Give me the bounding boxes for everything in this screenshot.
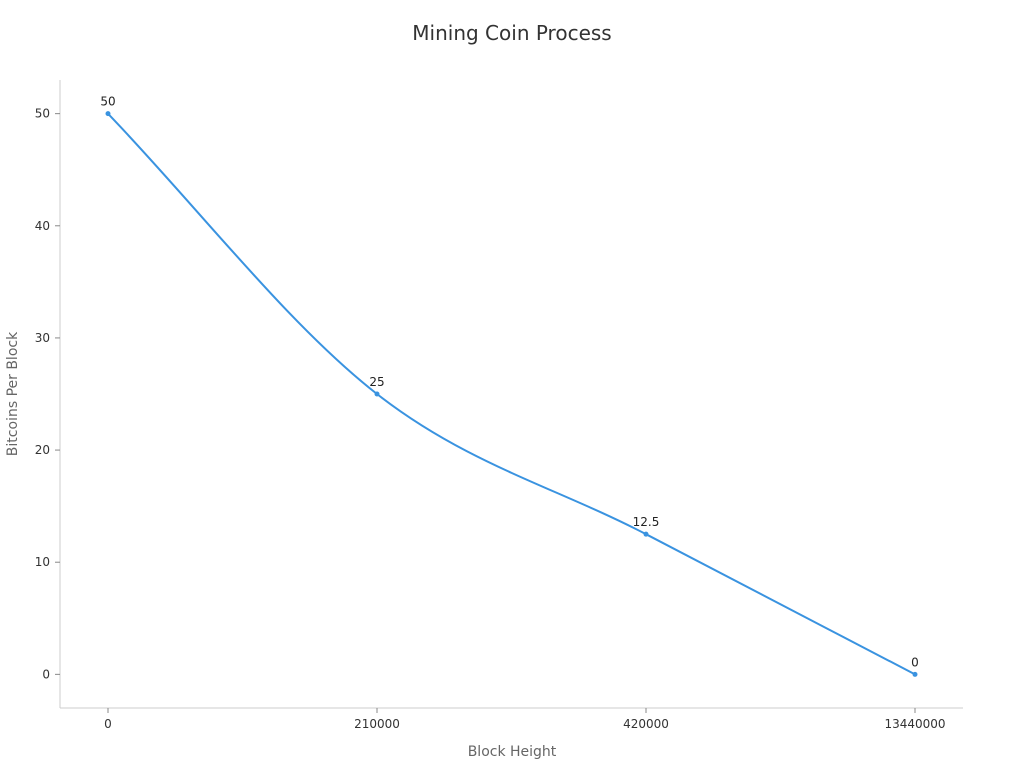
y-tick-label: 30 bbox=[35, 331, 50, 345]
data-label: 12.5 bbox=[633, 515, 660, 529]
data-point[interactable] bbox=[912, 671, 918, 677]
data-labels: 50 25 12.5 0 bbox=[100, 95, 918, 670]
y-tick-label: 0 bbox=[42, 667, 50, 681]
x-tick-label: 210000 bbox=[354, 717, 400, 731]
y-tick-label: 50 bbox=[35, 107, 50, 121]
chart-title: Mining Coin Process bbox=[412, 21, 611, 45]
series-layer bbox=[107, 112, 916, 676]
x-tick-label: 13440000 bbox=[884, 717, 945, 731]
data-label: 25 bbox=[369, 375, 384, 389]
data-point[interactable] bbox=[105, 111, 111, 117]
y-axis-ticks: 0 10 20 30 40 50 bbox=[35, 107, 60, 681]
x-tick-label: 420000 bbox=[623, 717, 669, 731]
series-line bbox=[107, 112, 916, 676]
x-tick-label: 0 bbox=[104, 717, 112, 731]
x-axis-ticks: 0 210000 420000 13440000 bbox=[104, 708, 946, 731]
y-axis-title: Bitcoins Per Block bbox=[5, 331, 21, 456]
y-tick-label: 20 bbox=[35, 443, 50, 457]
y-tick-label: 10 bbox=[35, 555, 50, 569]
data-label: 0 bbox=[911, 655, 919, 669]
data-point[interactable] bbox=[643, 531, 649, 537]
data-label: 50 bbox=[100, 95, 115, 109]
data-points bbox=[105, 111, 918, 677]
data-point[interactable] bbox=[374, 391, 380, 397]
y-tick-label: 40 bbox=[35, 219, 50, 233]
x-axis-title: Block Height bbox=[468, 744, 557, 760]
